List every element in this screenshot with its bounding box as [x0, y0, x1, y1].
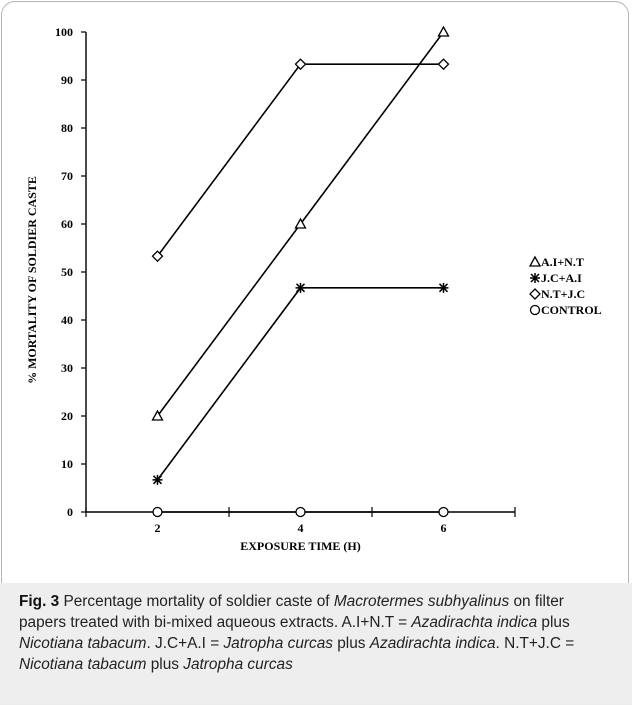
caption-segment: on filter papers treated with bi-mixed a…	[19, 593, 564, 631]
figure-caption: Fig. 3 Percentage mortality of soldier c…	[19, 591, 611, 675]
caption-segment: Percentage mortality of soldier caste of	[63, 593, 334, 610]
y-axis-label: % MORTALITY OF SOLDIER CASTE	[25, 176, 39, 384]
series-triangle	[151, 25, 450, 421]
caption-segment: plus	[332, 635, 370, 652]
caption-segment: Nicotiana tabacum	[19, 635, 147, 652]
y-tick-label: 90	[61, 73, 73, 87]
data-point-diamond	[294, 58, 307, 71]
data-point-diamond	[437, 58, 450, 71]
y-tick-label: 30	[61, 361, 73, 375]
caption-segment: Macrotermes subhyalinus	[333, 593, 510, 610]
chart-legend: A.I+N.T J.C+A.I N.T+J.C CONTROL	[528, 255, 602, 317]
x-tick-label: 6	[441, 521, 447, 535]
caption-segment: Nicotiana tabacum	[19, 656, 147, 673]
y-tick-label: 50	[61, 265, 73, 279]
y-tick-label: 20	[61, 409, 73, 423]
legend-label: CONTROL	[541, 303, 602, 317]
x-tick-label: 2	[155, 521, 161, 535]
chart-axes	[85, 32, 515, 513]
caption-segment: Jatropha curcas	[183, 656, 293, 673]
caption-segment: Jatropha curcas	[223, 635, 333, 652]
x-tick-label: 4	[298, 521, 304, 535]
caption-segment: Azadirachta indica	[411, 614, 538, 631]
data-point-circle	[438, 506, 449, 518]
series-circle	[152, 506, 449, 518]
data-point-asterisk	[438, 282, 449, 293]
legend-label: N.T+J.C	[541, 287, 585, 301]
figure-label: Fig. 3	[19, 593, 60, 610]
series-diamond	[151, 58, 450, 263]
caption-background	[0, 583, 632, 705]
x-axis-label: EXPOSURE TIME (H)	[240, 539, 360, 553]
legend-marker-triangle	[528, 255, 542, 267]
legend-marker-diamond	[529, 288, 541, 300]
data-point-triangle	[151, 409, 164, 421]
caption-segment: Azadirachta indica	[369, 635, 496, 652]
y-tick-label: 40	[61, 313, 73, 327]
legend-marker-circle	[529, 304, 541, 316]
data-point-circle	[295, 506, 306, 518]
y-tick-label: 10	[61, 457, 73, 471]
y-tick-label: 70	[61, 169, 73, 183]
legend-label: J.C+A.I	[541, 271, 582, 285]
series-asterisk	[152, 282, 449, 485]
data-point-triangle	[437, 25, 450, 37]
data-point-asterisk	[295, 282, 306, 293]
legend-label: A.I+N.T	[541, 255, 584, 269]
data-point-circle	[152, 506, 163, 518]
series-line	[156, 287, 444, 481]
data-point-triangle	[294, 217, 307, 229]
data-point-asterisk	[152, 474, 163, 485]
y-tick-label: 100	[55, 25, 73, 39]
data-point-diamond	[151, 250, 164, 263]
caption-segment: . J.C+A.I =	[146, 635, 224, 652]
caption-segment: . N.T+J.C =	[495, 635, 575, 652]
y-tick-label: 80	[61, 121, 73, 135]
line-chart: 0 10 20 30 40 50 60 70 80 90 100 2 4 6 A.I+N.T J.C+A.…	[25, 25, 602, 553]
y-tick-label: 60	[61, 217, 73, 231]
y-tick-label: 0	[67, 505, 73, 519]
y-axis-ticks: 0 10 20 30 40 50 60 70 80 90 100	[55, 25, 86, 519]
caption-segment: plus	[146, 656, 184, 673]
legend-marker-asterisk	[530, 273, 540, 283]
chart-series	[151, 25, 450, 518]
caption-text: Percentage mortality of soldier caste of…	[19, 593, 574, 673]
caption-segment: plus	[537, 614, 570, 631]
